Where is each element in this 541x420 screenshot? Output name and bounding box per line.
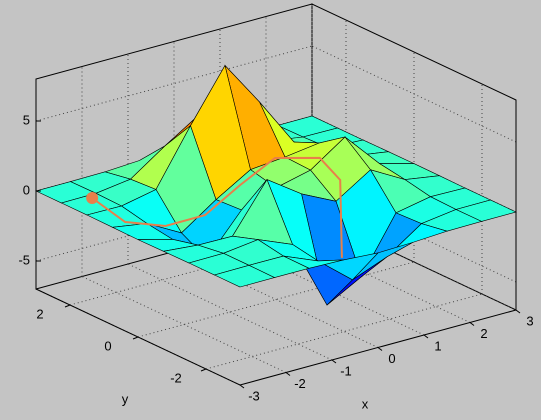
tick-mark	[469, 322, 475, 326]
y-tick-label: 2	[36, 306, 43, 321]
y-axis-label: y	[122, 391, 129, 406]
tick-mark	[377, 347, 383, 351]
x-tick-label: -3	[248, 388, 260, 403]
x-tick-label: 2	[480, 326, 487, 341]
tick-mark	[64, 304, 71, 308]
path-line	[91, 156, 343, 258]
z-tick-label: -5	[18, 252, 30, 267]
tick-mark	[132, 336, 139, 340]
grid-line	[127, 263, 333, 361]
x-tick-label: -2	[294, 376, 306, 391]
y-tick-label: 0	[104, 338, 111, 353]
tick-mark	[515, 309, 521, 314]
grid-line	[205, 293, 483, 370]
tick-mark	[239, 384, 245, 389]
x-tick-label: 1	[434, 338, 441, 353]
grid-line	[265, 226, 471, 323]
path-marker	[86, 191, 99, 204]
x-tick-label: 3	[526, 313, 533, 328]
y-tick-label: -2	[170, 370, 182, 385]
tick-mark	[331, 359, 337, 364]
x-tick-label: 0	[388, 351, 395, 366]
tick-mark	[200, 368, 207, 372]
grid-line	[311, 45, 517, 143]
x-axis-label: x	[362, 396, 369, 411]
z-tick-label: 0	[23, 182, 30, 197]
tick-mark	[423, 334, 429, 339]
x-tick-label: -1	[340, 363, 352, 378]
surface-patch	[213, 264, 276, 288]
grid-line	[81, 276, 287, 373]
grid-line	[173, 251, 379, 348]
z-tick-label: 5	[23, 112, 30, 127]
tick-mark	[285, 372, 291, 376]
